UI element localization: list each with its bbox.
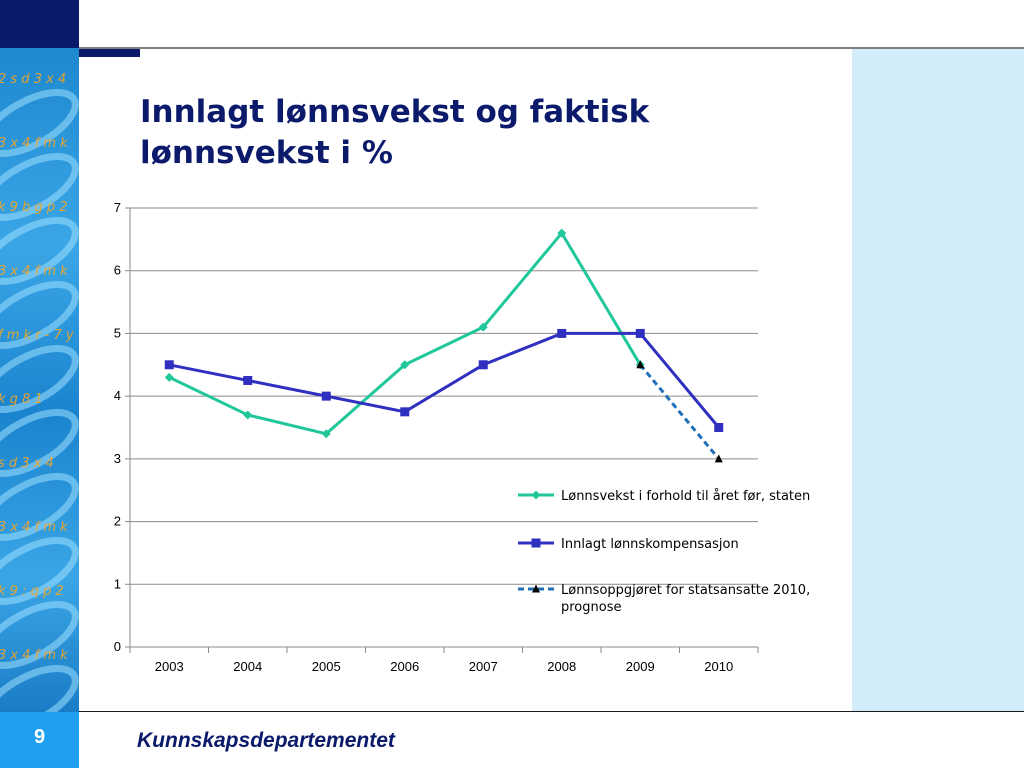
decor-text: 2 s d 3 x 4 (0, 72, 66, 87)
decor-swirl (0, 345, 79, 413)
y-tick-label: 2 (114, 514, 121, 529)
decor-text: 3 x 4 f m k (0, 264, 68, 279)
decor-swirl (0, 89, 79, 157)
decorative-side-strip: 2 s d 3 x 4 3 x 4 f m k k 9 b g p 2 3 x 4 f… (0, 48, 79, 712)
decor-swirl (0, 473, 79, 541)
y-tick-label: 7 (114, 200, 121, 215)
decor-swirl (0, 409, 79, 477)
decor-swirl (0, 153, 79, 221)
data-point-series-1 (164, 372, 174, 382)
data-point-series-1 (243, 410, 253, 420)
x-tick-label: 2005 (312, 659, 341, 674)
page-number-box (0, 712, 79, 768)
legend-marker-3 (532, 584, 540, 593)
page-number: 9 (33, 726, 46, 748)
right-side-panel (852, 49, 1024, 711)
x-tick-label: 2009 (626, 659, 655, 674)
decor-swirl (0, 665, 79, 712)
y-tick-label: 1 (114, 576, 121, 591)
decor-text: f m k r - 7 y (0, 328, 74, 343)
data-point-series-2 (557, 328, 567, 338)
decorative-pattern: 2 s d 3 x 4 3 x 4 f m k k 9 b g p 2 3 x 4 f… (0, 72, 79, 712)
footer-organization: Kunnskapsdepartementet (137, 729, 395, 752)
accent-bar (79, 49, 140, 57)
x-tick-label: 2007 (469, 659, 498, 674)
data-point-series-2 (400, 407, 410, 417)
decor-swirl (0, 281, 79, 349)
data-point-series-2 (243, 375, 253, 385)
data-point-series-1 (478, 322, 488, 332)
x-tick-label: 2004 (233, 659, 262, 674)
header-navy-block (0, 0, 79, 48)
decor-text: 3 x 4 f m k (0, 648, 68, 663)
decor-swirl (0, 217, 79, 285)
legend-label-2: Innlagt lønnskompensasjon (561, 537, 739, 552)
data-point-series-2 (164, 360, 174, 370)
x-tick-label: 2003 (155, 659, 184, 674)
y-tick-label: 4 (114, 388, 121, 403)
line-chart: 0 1 2 3 4 5 6 7 2003 2004 2005 2006 2007 2008 2009 2010… (114, 200, 811, 674)
y-tick-label: 6 (114, 263, 121, 278)
data-point-series-3 (714, 454, 723, 463)
decor-text: k 9 b g p 2 (0, 200, 68, 215)
x-tick-label: 2006 (390, 659, 419, 674)
slide-title: Innlagt lønnsvekst og faktisk lønnsvekst… (140, 92, 840, 174)
legend-label-3: Lønnsoppgjøret for statsansatte 2010, (561, 583, 810, 598)
decor-text: s d 3 x 4 (0, 456, 54, 471)
y-tick-label: 3 (114, 451, 121, 466)
series-line-3 (639, 363, 720, 460)
legend-label-3: prognose (561, 600, 621, 615)
decor-text: k 9 : q p 2 (0, 584, 64, 599)
decor-swirl (0, 537, 79, 605)
data-point-series-1 (321, 429, 331, 439)
decor-swirl (0, 601, 79, 669)
y-tick-label: 5 (114, 325, 121, 340)
top-divider (79, 47, 1024, 49)
y-tick-label: 0 (114, 639, 121, 654)
slide-title-line-2: lønnsvekst i % (140, 135, 393, 171)
legend-label-1: Lønnsvekst i forhold til året før, state… (561, 489, 810, 504)
data-point-series-1 (557, 228, 567, 238)
slide-title-line-1: Innlagt lønnsvekst og faktisk (140, 94, 650, 130)
legend-marker-1 (531, 490, 541, 500)
data-point-series-2 (478, 360, 488, 370)
data-point-series-2 (635, 328, 645, 338)
decor-text: 3 x 4 f m k (0, 136, 68, 151)
legend-marker-2 (531, 538, 541, 548)
data-point-series-3 (636, 360, 645, 369)
data-point-series-1 (400, 360, 410, 370)
footer-divider (79, 711, 1024, 712)
data-point-series-2 (321, 391, 331, 401)
decor-text: 3 x 4 f m k (0, 520, 68, 535)
x-tick-label: 2008 (547, 659, 576, 674)
x-tick-label: 2010 (704, 659, 733, 674)
series-line-2 (168, 331, 720, 429)
data-point-series-2 (714, 423, 724, 432)
decor-text: k g 8 1 (0, 392, 43, 407)
